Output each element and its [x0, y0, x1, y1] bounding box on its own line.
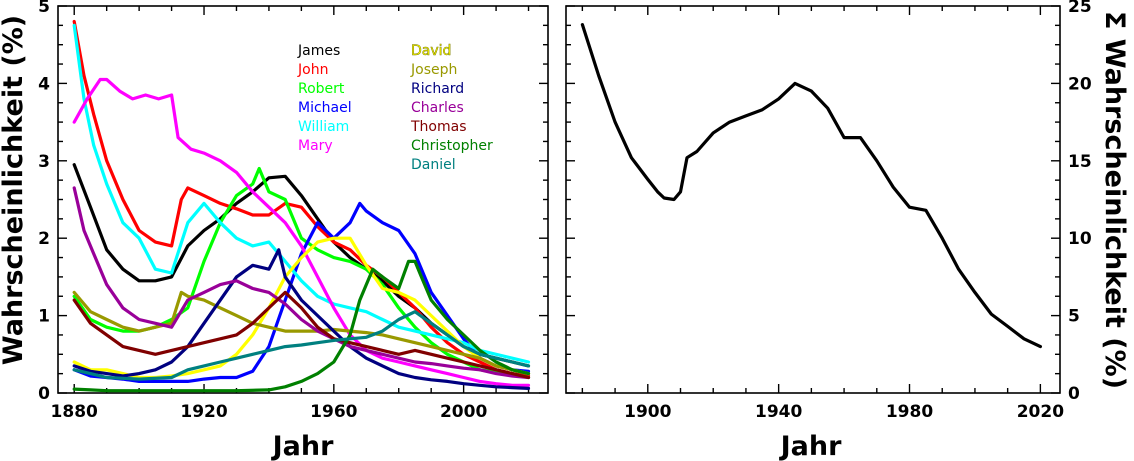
left-y-tick-label: 4: [38, 74, 50, 94]
legend-entry-joseph: Joseph: [410, 62, 457, 78]
left-x-axis-title: Jahr: [271, 431, 334, 461]
right-y-tick-label: 10: [1068, 229, 1092, 249]
left-series-line-michael: [72, 201, 531, 383]
right-series-lines: [580, 23, 1043, 349]
left-x-tick-label: 1920: [180, 402, 227, 422]
left-series-line-richard: [72, 248, 531, 390]
right-y-tick-label: 25: [1068, 0, 1092, 17]
legend-entry-charles: Charles: [411, 100, 464, 116]
right-x-ticks: 1900 1940 1980 2020: [581, 6, 1064, 422]
right-x-axis-title: Jahr: [779, 431, 842, 461]
right-y-tick-label: 5: [1068, 307, 1080, 327]
legend-entry-james: James: [297, 43, 340, 59]
left-y-ticks: 0 1 2 3 4 5: [38, 0, 548, 404]
right-x-tick-label: 1940: [755, 402, 802, 422]
right-x-tick-label: 2020: [1017, 402, 1064, 422]
right-y-tick-label: 15: [1068, 152, 1092, 172]
left-series-lines: [72, 19, 531, 393]
left-series-line-thomas: [72, 290, 531, 380]
left-series-line-william: [72, 23, 531, 364]
right-plot-frame: [565, 5, 1061, 394]
right-x-tick-label: 1900: [624, 402, 671, 422]
left-y-tick-label: 2: [38, 229, 50, 249]
right-series-line-sum: [580, 23, 1043, 349]
legend-entry-robert: Robert: [298, 81, 345, 97]
left-y-tick-label: 1: [38, 307, 50, 327]
legend-entry-john: John: [297, 62, 328, 78]
left-x-ticks: 1880 1920 1960 2000: [51, 6, 530, 422]
legend-entry-mary: Mary: [298, 138, 333, 154]
left-series-line-daniel: [72, 310, 531, 381]
legend-entry-christopher: Christopher: [411, 138, 493, 154]
legend-entry-william: William: [298, 119, 349, 135]
right-x-tick-label: 1980: [886, 402, 933, 422]
left-y-tick-label: 0: [38, 384, 50, 404]
left-x-tick-label: 1960: [310, 402, 357, 422]
left-series-line-joseph: [72, 290, 531, 376]
left-legend: James John Robert Michael William Mary David Jo…: [297, 43, 493, 173]
left-x-tick-label: 2000: [440, 402, 487, 422]
left-series-line-christopher: [72, 259, 531, 393]
left-y-axis-title: Wahrscheinlichkeit (%): [0, 15, 29, 365]
legend-entry-michael: Michael: [298, 100, 352, 116]
legend-entry-thomas: Thomas: [410, 119, 467, 135]
left-chart: 1880 1920 1960 2000 0 1 2 3 4 5 James John Robert M…: [0, 0, 549, 461]
left-y-tick-label: 3: [38, 152, 50, 172]
left-y-tick-label: 5: [38, 0, 50, 17]
legend-entry-richard: Richard: [411, 81, 464, 97]
left-x-tick-label: 1880: [51, 402, 98, 422]
left-series-line-mary: [72, 77, 531, 387]
left-series-line-charles: [72, 186, 531, 380]
right-y-tick-label: 0: [1068, 384, 1080, 404]
right-chart: 1900 1940 1980 2020 0 5 10 15 20 25 Jahr Σ Wahrs…: [565, 0, 1130, 461]
legend-entry-daniel: Daniel: [411, 157, 456, 173]
right-y-ticks: 0 5 10 15 20 25: [566, 0, 1092, 404]
legend-entry-david: David: [411, 43, 451, 59]
right-y-tick-label: 20: [1068, 74, 1092, 94]
right-y-axis-title: Σ Wahrscheinlichkeit (%): [1099, 11, 1130, 389]
